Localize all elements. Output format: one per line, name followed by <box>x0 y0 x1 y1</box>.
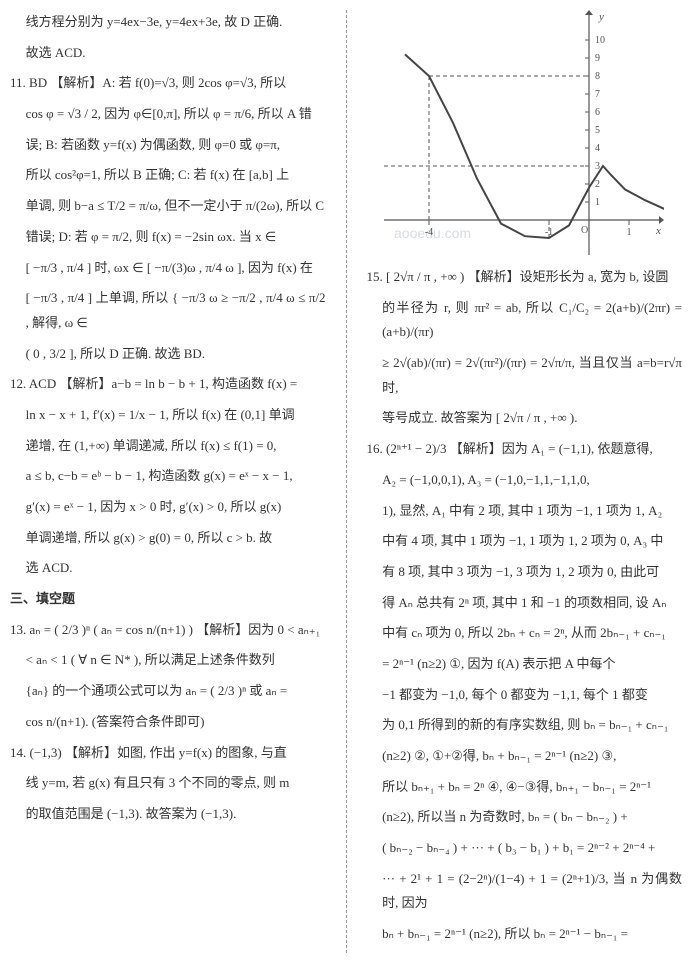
text-line: 中有 cₙ 项为 0, 所以 2bₙ + cₙ = 2ⁿ, 从而 2bₙ₋₁ +… <box>367 621 683 646</box>
svg-text:O: O <box>581 225 588 236</box>
text-line: 递增, 在 (1,+∞) 单调递减, 所以 f(x) ≤ f(1) = 0, <box>10 434 326 459</box>
text-line: 有 8 项, 其中 3 项为 −1, 3 项为 1, 2 项为 0, 由此可 <box>367 560 683 585</box>
text-line: [ −π/3 , π/4 ] 上单调, 所以 { −π/3 ω ≥ −π/2 ,… <box>10 286 326 335</box>
column-divider <box>346 10 347 953</box>
text-line: 故选 ACD. <box>10 41 326 66</box>
column-left: 线方程分别为 y=4ex−3e, y=4ex+3e, 故 D 正确. 故选 AC… <box>10 10 326 953</box>
svg-text:2: 2 <box>595 179 600 190</box>
svg-text:5: 5 <box>595 125 600 136</box>
svg-text:9: 9 <box>595 53 600 64</box>
svg-text:8: 8 <box>595 71 600 82</box>
text-line: 所以 cos²φ=1, 所以 B 正确; C: 若 f(x) 在 [a,b] 上 <box>10 163 326 188</box>
svg-text:1: 1 <box>627 227 632 238</box>
text-line: 等号成立. 故答案为 [ 2√π / π , +∞ ). <box>367 406 683 431</box>
text-line: ( 0 , 3/2 ], 所以 D 正确. 故选 BD. <box>10 342 326 367</box>
text-line: < aₙ < 1 ( ∀ n ∈ N* ), 所以满足上述条件数列 <box>10 648 326 673</box>
text-line: 得 Aₙ 总共有 2ⁿ 项, 其中 1 和 −1 的项数相同, 设 Aₙ <box>367 591 683 616</box>
text-line: ··· + 2¹ + 1 = (2−2ⁿ)/(1−4) + 1 = (2ⁿ+1)… <box>367 867 683 916</box>
column-right: aooedu.com-4-1112345678910Oxy 15. [ 2√π … <box>367 10 683 953</box>
text-line: cos φ = √3 / 2, 因为 φ∈[0,π], 所以 φ = π/6, … <box>10 102 326 127</box>
svg-text:7: 7 <box>595 89 600 100</box>
section-3-title: 三、填空题 <box>10 587 326 612</box>
svg-text:4: 4 <box>595 143 600 154</box>
text-line: 为 0,1 所得到的新的有序实数组, 则 bₙ = bₙ₋₁ + cₙ₋₁ <box>367 713 683 738</box>
text-line: 单调, 则 b−a ≤ T/2 = π/ω, 但不一定小于 π/(2ω), 所以… <box>10 194 326 219</box>
text-line: ≥ 2√(ab)/(πr) = 2√(πr²)/(πr) = 2√π/π, 当且… <box>367 351 683 400</box>
item-12-head: 12. ACD 【解析】a−b = ln b − b + 1, 构造函数 f(x… <box>10 372 326 397</box>
text-line: [ −π/3 , π/4 ] 时, ωx ∈ [ −π/(3)ω , π/4 ω… <box>10 256 326 281</box>
svg-text:y: y <box>598 11 604 23</box>
item-14-head: 14. (−1,3) 【解析】如图, 作出 y=f(x) 的图象, 与直 <box>10 741 326 766</box>
svg-text:10: 10 <box>595 35 605 46</box>
function-graph: aooedu.com-4-1112345678910Oxy <box>384 10 664 255</box>
text-line: {aₙ} 的一个通项公式可以为 aₙ = ( 2/3 )ⁿ 或 aₙ = <box>10 679 326 704</box>
text-line: A₂ = (−1,0,0,1), A₃ = (−1,0,−1,1,−1,1,0, <box>367 468 683 493</box>
text-line: 线 y=m, 若 g(x) 有且只有 3 个不同的零点, 则 m <box>10 771 326 796</box>
text-line: bₙ + bₙ₋₁ = 2ⁿ⁻¹ (n≥2), 所以 bₙ = 2ⁿ⁻¹ − b… <box>367 922 683 947</box>
text-line: 的半径为 r, 则 πr² = ab, 所以 C₁/C₂ = 2(a+b)/(2… <box>367 296 683 345</box>
text-line: ln x − x + 1, f′(x) = 1/x − 1, 所以 f(x) 在… <box>10 403 326 428</box>
text-line: 的取值范围是 (−1,3). 故答案为 (−1,3). <box>10 802 326 827</box>
text-line: 中有 4 项, 其中 1 项为 −1, 1 项为 1, 2 项为 0, A₃ 中 <box>367 529 683 554</box>
text-line: −1 都变为 −1,0, 每个 0 都变为 −1,1, 每个 1 都变 <box>367 683 683 708</box>
text-line: 错误; D: 若 φ = π/2, 则 f(x) = −2sin ωx. 当 x… <box>10 225 326 250</box>
svg-text:x: x <box>655 225 661 237</box>
text-line: ( bₙ₋₂ − bₙ₋₄ ) + ··· + ( b₃ − b₁ ) + b₁… <box>367 836 683 861</box>
item-11-head: 11. BD 【解析】A: 若 f(0)=√3, 则 2cos φ=√3, 所以 <box>10 71 326 96</box>
svg-text:1: 1 <box>595 197 600 208</box>
text-line: 误; B: 若函数 y=f(x) 为偶函数, 则 φ=0 或 φ=π, <box>10 133 326 158</box>
text-line: (n≥2), 所以当 n 为奇数时, bₙ = ( bₙ − bₙ₋₂ ) + <box>367 805 683 830</box>
text-line: 选 ACD. <box>10 556 326 581</box>
item-13-head: 13. aₙ = ( 2/3 )ⁿ ( aₙ = cos n/(n+1) ) 【… <box>10 618 326 643</box>
item-15-head: 15. [ 2√π / π , +∞ ) 【解析】设矩形长为 a, 宽为 b, … <box>367 265 683 290</box>
item-16-head: 16. (2ⁿ⁺¹ − 2)/3 【解析】因为 A₁ = (−1,1), 依题意… <box>367 437 683 462</box>
text-line: 单调递增, 所以 g(x) > g(0) = 0, 所以 c > b. 故 <box>10 526 326 551</box>
text-line: 1), 显然, A₁ 中有 2 项, 其中 1 项为 −1, 1 项为 1, A… <box>367 499 683 524</box>
svg-text:6: 6 <box>595 107 600 118</box>
text-line: = 2ⁿ⁻¹ (n≥2) ①, 因为 f(A) 表示把 A 中每个 <box>367 652 683 677</box>
text-line: 所以 bₙ₊₁ + bₙ = 2ⁿ ④, ④−③得, bₙ₊₁ − bₙ₋₁ =… <box>367 775 683 800</box>
text-line: (n≥2) ②, ①+②得, bₙ + bₙ₋₁ = 2ⁿ⁻¹ (n≥2) ③, <box>367 744 683 769</box>
page: 线方程分别为 y=4ex−3e, y=4ex+3e, 故 D 正确. 故选 AC… <box>10 10 682 953</box>
text-line: a ≤ b, c−b = eᵇ − b − 1, 构造函数 g(x) = eˣ … <box>10 464 326 489</box>
text-line: 线方程分别为 y=4ex−3e, y=4ex+3e, 故 D 正确. <box>10 10 326 35</box>
text-line: cos n/(n+1). (答案符合条件即可) <box>10 710 326 735</box>
svg-text:-4: -4 <box>425 227 433 238</box>
text-line: g′(x) = eˣ − 1, 因为 x > 0 时, g′(x) > 0, 所… <box>10 495 326 520</box>
